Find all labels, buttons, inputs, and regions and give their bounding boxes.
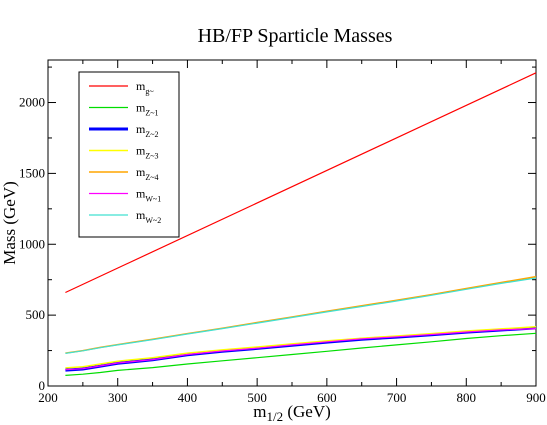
legend-label: mZ~2 <box>136 122 159 139</box>
x-tick-label: 600 <box>317 390 337 405</box>
chart-title: HB/FP Sparticle Masses <box>198 25 393 47</box>
legend-label: mg~ <box>136 79 154 96</box>
legend-label: mW~1 <box>136 187 161 204</box>
y-tick-label: 2000 <box>19 95 45 110</box>
x-tick-label: 700 <box>387 390 407 405</box>
legend-box <box>78 71 180 238</box>
y-tick-label: 1000 <box>19 236 45 251</box>
x-tick-label: 500 <box>247 390 267 405</box>
y-tick-label: 1500 <box>19 165 45 180</box>
legend-label: mZ~1 <box>136 101 159 118</box>
y-tick-label: 0 <box>39 378 46 393</box>
axis-ticks: 200 300 400 500 600 700 800 900 0 500 1000 1500 2000 <box>19 60 546 405</box>
series-line-mz3 <box>65 326 537 369</box>
legend-label: mW~2 <box>136 208 161 225</box>
x-tick-label: 200 <box>38 390 58 405</box>
x-tick-label: 300 <box>108 390 128 405</box>
series-line-mw2 <box>65 277 537 354</box>
series-line-mw1 <box>65 328 537 371</box>
series-lines <box>65 72 537 376</box>
series-line-mg <box>65 72 537 294</box>
x-axis-label: m1/2 (GeV) <box>253 402 331 424</box>
legend-label: mZ~4 <box>136 165 159 182</box>
legend-label: mZ~3 <box>136 144 159 161</box>
series-line-mz2 <box>65 326 537 372</box>
x-tick-label: 800 <box>457 390 477 405</box>
legend: mg~ mZ~1 mZ~2 mZ~3 mZ~4 mW~1 mW~2 <box>78 71 180 238</box>
y-axis-label: Mass (GeV) <box>0 181 19 265</box>
series-line-mz1 <box>65 332 537 376</box>
x-tick-label: 900 <box>526 390 546 405</box>
y-tick-label: 500 <box>26 307 46 322</box>
x-tick-label: 400 <box>178 390 198 405</box>
